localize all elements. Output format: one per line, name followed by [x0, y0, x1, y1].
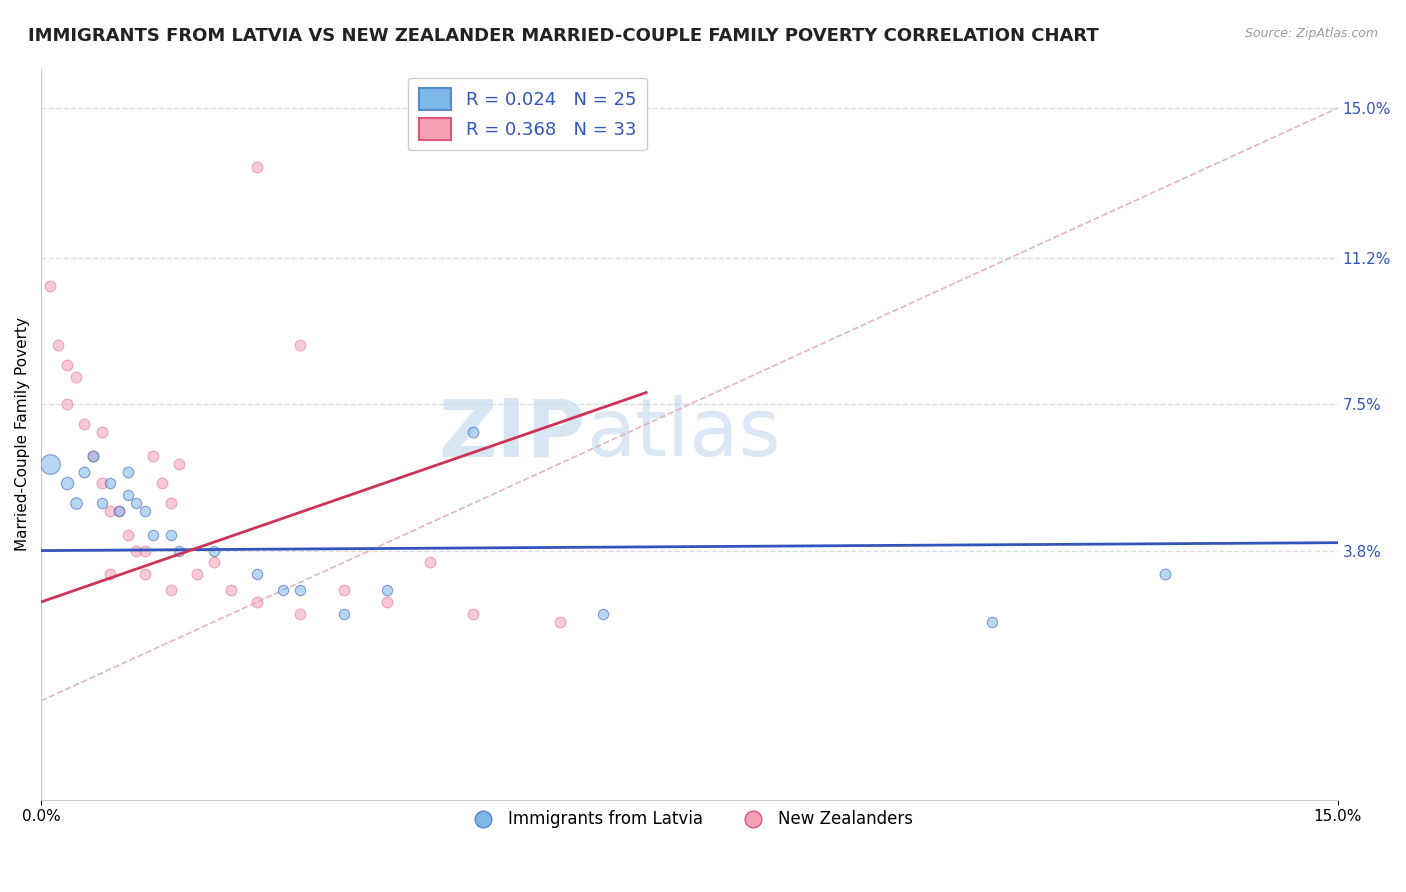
Point: [419, 556, 441, 570]
Text: IMMIGRANTS FROM LATVIA VS NEW ZEALANDER MARRIED-COUPLE FAMILY POVERTY CORRELATIO: IMMIGRANTS FROM LATVIA VS NEW ZEALANDER …: [28, 27, 1099, 45]
Point: [142, 528, 165, 542]
Point: [246, 595, 269, 609]
Point: [56, 476, 79, 491]
Point: [117, 528, 139, 542]
Text: ZIP: ZIP: [439, 395, 586, 473]
Point: [90, 425, 112, 439]
Point: [56, 358, 79, 372]
Point: [90, 496, 112, 510]
Point: [290, 583, 312, 598]
Point: [38, 278, 60, 293]
Point: [548, 615, 571, 629]
Point: [65, 369, 87, 384]
Point: [65, 496, 87, 510]
Point: [159, 583, 181, 598]
Point: [134, 567, 156, 582]
Point: [159, 528, 181, 542]
Point: [90, 476, 112, 491]
Text: atlas: atlas: [586, 395, 780, 473]
Point: [117, 465, 139, 479]
Point: [56, 397, 79, 411]
Y-axis label: Married-Couple Family Poverty: Married-Couple Family Poverty: [15, 317, 30, 551]
Point: [202, 543, 225, 558]
Point: [271, 583, 294, 598]
Point: [98, 476, 121, 491]
Point: [73, 417, 96, 431]
Point: [82, 449, 104, 463]
Point: [463, 607, 485, 621]
Point: [98, 504, 121, 518]
Point: [375, 583, 398, 598]
Point: [202, 556, 225, 570]
Point: [1154, 567, 1177, 582]
Point: [246, 567, 269, 582]
Point: [169, 543, 191, 558]
Point: [125, 543, 148, 558]
Point: [981, 615, 1004, 629]
Point: [463, 425, 485, 439]
Point: [134, 504, 156, 518]
Point: [290, 607, 312, 621]
Point: [186, 567, 208, 582]
Point: [117, 488, 139, 502]
Point: [134, 543, 156, 558]
Point: [592, 607, 614, 621]
Point: [142, 449, 165, 463]
Point: [98, 567, 121, 582]
Point: [125, 496, 148, 510]
Point: [246, 161, 269, 175]
Point: [332, 583, 354, 598]
Point: [150, 476, 173, 491]
Point: [159, 496, 181, 510]
Point: [332, 607, 354, 621]
Point: [73, 465, 96, 479]
Legend: Immigrants from Latvia, New Zealanders: Immigrants from Latvia, New Zealanders: [460, 804, 920, 835]
Point: [290, 338, 312, 352]
Point: [108, 504, 131, 518]
Point: [375, 595, 398, 609]
Point: [169, 457, 191, 471]
Point: [219, 583, 242, 598]
Point: [48, 338, 70, 352]
Point: [82, 449, 104, 463]
Point: [38, 457, 60, 471]
Text: Source: ZipAtlas.com: Source: ZipAtlas.com: [1244, 27, 1378, 40]
Point: [108, 504, 131, 518]
